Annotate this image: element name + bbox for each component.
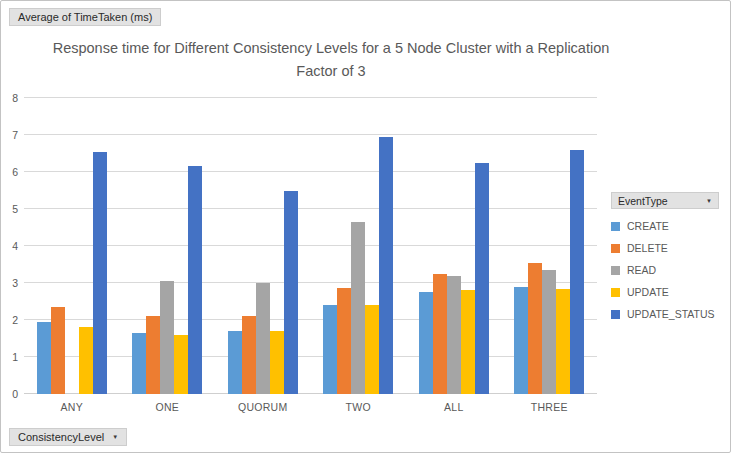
y-tick-label: 5 — [0, 204, 18, 215]
bar-create-one — [132, 333, 146, 394]
plot-area: 012345678 ANYONEQUORUMTWOALLTHREE — [24, 98, 597, 394]
bar-update-any — [79, 327, 93, 394]
axis-field-label: ConsistencyLevel — [18, 431, 104, 443]
legend-swatch-icon — [611, 310, 620, 319]
bar-delete-one — [146, 316, 160, 394]
axis-field-button[interactable]: ConsistencyLevel ▼ — [9, 428, 127, 446]
bar-group-all — [406, 98, 502, 394]
y-tick-label: 1 — [0, 352, 18, 363]
x-tick-label-quorum: QUORUM — [215, 401, 311, 413]
dropdown-arrow-icon: ▼ — [112, 434, 118, 440]
y-tick-label: 3 — [0, 278, 18, 289]
legend: EventType ▼ CREATE DELETE READ UPDATE UPDATE… — [611, 192, 729, 325]
y-tick-label: 7 — [0, 130, 18, 141]
x-tick-label-any: ANY — [24, 401, 120, 413]
legend-label: CREATE — [627, 220, 669, 232]
bar-create-three — [514, 287, 528, 394]
bar-update_status-three — [570, 150, 584, 394]
value-field-button[interactable]: Average of TimeTaken (ms) — [9, 8, 161, 26]
legend-item-update_status: UPDATE_STATUS — [611, 303, 729, 325]
bar-update_status-one — [188, 166, 202, 394]
bar-update-two — [365, 305, 379, 394]
legend-label: UPDATE_STATUS — [627, 308, 715, 320]
x-tick-label-three: THREE — [502, 401, 598, 413]
bar-update_status-any — [93, 152, 107, 394]
bar-delete-any — [51, 307, 65, 394]
x-tick-label-all: ALL — [406, 401, 502, 413]
bar-delete-all — [433, 274, 447, 394]
legend-field-button[interactable]: EventType ▼ — [611, 192, 719, 209]
legend-item-update: UPDATE — [611, 281, 729, 303]
legend-swatch-icon — [611, 222, 620, 231]
bar-read-one — [160, 281, 174, 394]
y-tick-label: 6 — [0, 167, 18, 178]
y-tick-label: 4 — [0, 241, 18, 252]
legend-item-delete: DELETE — [611, 237, 729, 259]
legend-items: CREATE DELETE READ UPDATE UPDATE_STATUS — [611, 215, 729, 325]
bar-group-one — [120, 98, 216, 394]
bar-update_status-all — [475, 163, 489, 394]
bar-update-quorum — [270, 331, 284, 394]
chart-title: Response time for Different Consistency … — [51, 37, 611, 83]
bar-read-two — [351, 222, 365, 394]
legend-swatch-icon — [611, 244, 620, 253]
legend-label: DELETE — [627, 242, 668, 254]
bar-group-two — [311, 98, 407, 394]
bar-update_status-quorum — [284, 191, 298, 395]
bar-create-two — [323, 305, 337, 394]
bar-read-quorum — [256, 283, 270, 394]
pivot-chart: Average of TimeTaken (ms) Response time … — [0, 0, 731, 453]
bar-create-all — [419, 292, 433, 394]
bar-groups — [24, 98, 597, 394]
bar-group-any — [24, 98, 120, 394]
bar-delete-quorum — [242, 316, 256, 394]
legend-label: READ — [627, 264, 656, 276]
x-axis-labels: ANYONEQUORUMTWOALLTHREE — [24, 401, 597, 413]
bar-create-quorum — [228, 331, 242, 394]
bar-group-quorum — [215, 98, 311, 394]
y-tick-label: 2 — [0, 315, 18, 326]
bar-read-three — [542, 270, 556, 394]
legend-item-create: CREATE — [611, 215, 729, 237]
bar-update_status-two — [379, 137, 393, 394]
bar-delete-two — [337, 288, 351, 394]
y-tick-label: 8 — [0, 93, 18, 104]
bar-group-three — [502, 98, 598, 394]
legend-swatch-icon — [611, 288, 620, 297]
bar-update-one — [174, 335, 188, 394]
legend-label: UPDATE — [627, 286, 669, 298]
legend-swatch-icon — [611, 266, 620, 275]
bar-create-any — [37, 322, 51, 394]
x-tick-label-one: ONE — [120, 401, 216, 413]
x-tick-label-two: TWO — [311, 401, 407, 413]
legend-field-label: EventType — [618, 195, 668, 207]
bar-update-all — [461, 290, 475, 394]
y-tick-label: 0 — [0, 389, 18, 400]
bar-update-three — [556, 289, 570, 394]
legend-item-read: READ — [611, 259, 729, 281]
bar-read-all — [447, 276, 461, 394]
dropdown-arrow-icon: ▼ — [706, 198, 712, 204]
bar-delete-three — [528, 263, 542, 394]
